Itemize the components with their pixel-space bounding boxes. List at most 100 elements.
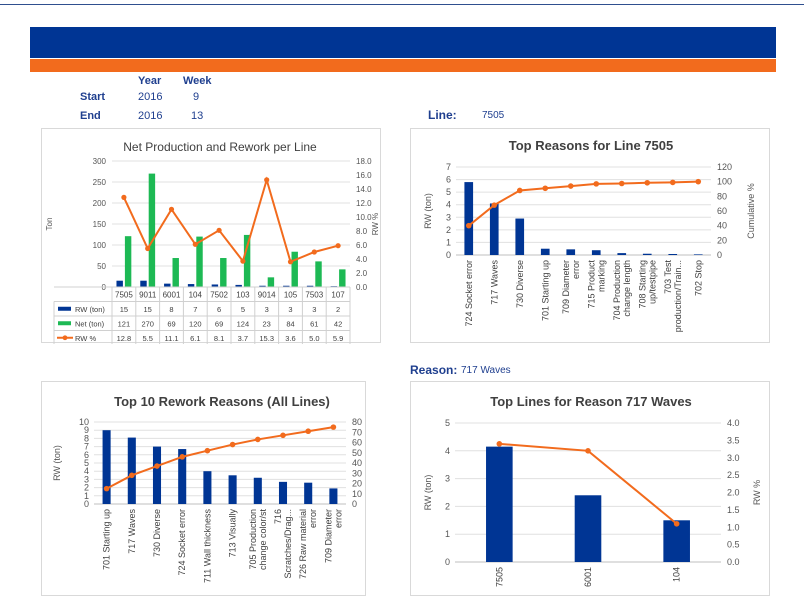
y-tick-label: 8 [84, 433, 89, 443]
category-label: 713 Visually [228, 509, 238, 558]
rw-percent-point [168, 206, 175, 212]
table-cell: 15.3 [259, 334, 274, 343]
table-cell: 6.1 [190, 334, 200, 343]
y2-tick-label: 60 [717, 206, 727, 216]
net-bar [243, 234, 251, 287]
y-axis-label: RW (ton) [52, 445, 62, 481]
bar [617, 253, 627, 255]
table-cell: 12.8 [117, 334, 132, 343]
bar [464, 182, 474, 255]
table-cell: 5.0 [309, 334, 319, 343]
y2-tick-label: 20 [717, 235, 727, 245]
y2-tick-label: 30 [352, 468, 362, 478]
reason-value[interactable]: 717 Waves [461, 365, 511, 376]
bar [574, 495, 602, 562]
bar [203, 471, 212, 504]
category-label: 703 Testproduction/Train... [663, 260, 683, 333]
table-cell: 5 [241, 305, 245, 314]
rw-bar [259, 285, 266, 287]
y-tick-label: 4 [446, 200, 451, 210]
net-bar [291, 251, 298, 287]
category-label: 701 Starting up [102, 509, 112, 570]
y-tick-label: 0 [84, 499, 89, 509]
table-cell: 8.1 [214, 334, 224, 343]
y-tick-label: 100 [93, 241, 107, 250]
category-label: 705 Productionchange color/st [248, 509, 268, 571]
table-cell: 61 [310, 319, 318, 328]
line-value[interactable]: 7505 [482, 110, 505, 121]
y-tick-label: 6 [84, 450, 89, 460]
y-tick-label: 10 [79, 417, 89, 427]
category-label: 103 [236, 291, 250, 300]
category-label: 105 [284, 291, 298, 300]
reason-label: Reason: [410, 363, 458, 377]
y2-tick-label: 0.5 [727, 540, 740, 550]
net-bar [124, 236, 132, 287]
start-week-value[interactable]: 9 [193, 91, 200, 103]
y-tick-label: 4 [84, 466, 89, 476]
y-tick-label: 1 [84, 491, 89, 501]
legend-label: Net (ton) [75, 319, 105, 328]
category-label: 724 Socket error [177, 509, 187, 576]
bar [566, 249, 576, 255]
y2-tick-label: 4.0 [356, 255, 368, 264]
cumulative-line [468, 180, 699, 227]
end-year-value[interactable]: 2016 [138, 110, 163, 122]
y-tick-label: 50 [97, 262, 106, 271]
table-cell: 15 [144, 305, 152, 314]
category-label: 730 Diverse [515, 260, 525, 308]
bar [329, 488, 338, 504]
y2-tick-label: 0 [717, 250, 722, 260]
net-bar [315, 261, 322, 287]
chart-title: Top Reasons for Line 7505 [509, 138, 673, 153]
line-point [465, 222, 472, 229]
y-tick-label: 9 [84, 425, 89, 435]
y2-tick-label: 3.0 [727, 453, 740, 463]
net-production-chart: Net Production and Rework per Line050100… [45, 140, 380, 346]
y-tick-label: 4 [445, 446, 450, 456]
net-bar [220, 258, 227, 287]
table-cell: 121 [118, 319, 131, 328]
bar [642, 253, 652, 255]
line-point [669, 179, 676, 186]
y-tick-label: 7 [84, 442, 89, 452]
net-bar [148, 173, 156, 287]
line-point [585, 448, 591, 454]
line-point [567, 183, 574, 189]
line-point [496, 441, 503, 447]
line-point [542, 185, 549, 192]
y2-tick-label: 20 [352, 479, 362, 489]
category-label: 7505 [494, 567, 504, 587]
rw-percent-point [192, 241, 198, 247]
category-label: 726 Raw materialerror [298, 509, 318, 579]
rw-bar [306, 285, 314, 287]
chart-panel-top-lines-reason: Top Lines for Reason 717 Waves 0 1 2 3 4 5 0.0 0… [410, 381, 770, 596]
y2-tick-label: 120 [717, 162, 732, 172]
y2-axis-label: Cumulative % [746, 183, 756, 239]
category-label: 701 Starting up [540, 260, 550, 321]
table-cell: 5.9 [333, 334, 343, 343]
y2-tick-label: 0 [352, 499, 357, 509]
end-label: End [80, 110, 101, 122]
table-cell: 15 [120, 305, 128, 314]
y-axis-label: Ton [45, 218, 54, 231]
cumulative-line [106, 426, 334, 490]
y-tick-label: 2 [446, 225, 451, 235]
bar [515, 218, 525, 255]
table-cell: 3.6 [285, 334, 295, 343]
y-tick-label: 2 [445, 501, 450, 511]
table-cell: 270 [141, 319, 154, 328]
category-label: 708 Startingup/testpipe [637, 260, 657, 309]
start-year-value[interactable]: 2016 [138, 91, 163, 103]
y2-tick-label: 70 [352, 427, 362, 437]
y-tick-label: 150 [93, 220, 107, 229]
category-label: 709 Diametererror [561, 260, 581, 314]
bar [591, 250, 601, 255]
chart-panel-top-reasons-line: Top Reasons for Line 7505 0 1 2 3 4 5 6 7 0 20 40 60… [410, 128, 770, 343]
end-week-value[interactable]: 13 [191, 110, 204, 122]
top-lines-reason-chart: Top Lines for Reason 717 Waves 0 1 2 3 4 5 0.0 0… [423, 394, 762, 587]
rw-bar [283, 285, 290, 287]
y2-tick-label: 80 [352, 417, 362, 427]
bar [102, 430, 111, 504]
category-label: 107 [331, 291, 345, 300]
